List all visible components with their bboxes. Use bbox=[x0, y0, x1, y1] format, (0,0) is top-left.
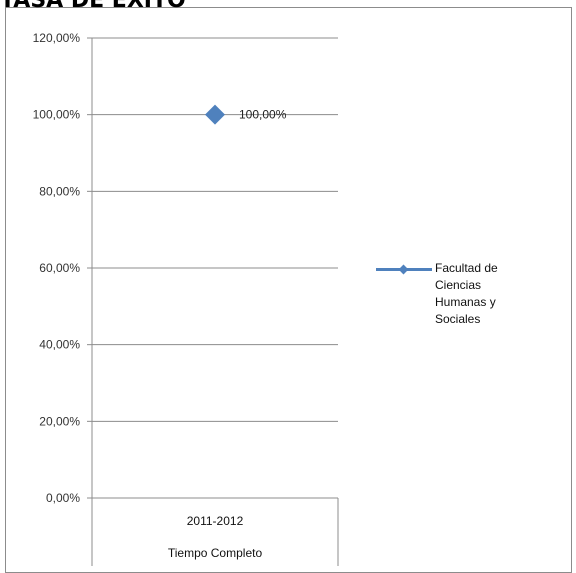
chart-title: TASA DE EXITO bbox=[0, 0, 186, 13]
y-tick-label: 60,00% bbox=[39, 261, 80, 275]
y-tick-label: 20,00% bbox=[39, 414, 80, 428]
y-tick-label: 100,00% bbox=[33, 108, 81, 122]
legend-swatch bbox=[376, 262, 432, 276]
legend-marker bbox=[398, 264, 409, 275]
legend: Facultad de Ciencias Humanas y Sociales bbox=[376, 261, 535, 328]
y-tick-label: 0,00% bbox=[46, 491, 80, 505]
x-group-label: Tiempo Completo bbox=[168, 546, 263, 560]
legend-label: Facultad de Ciencias Humanas y Sociales bbox=[435, 261, 498, 326]
x-category-label: 2011-2012 bbox=[187, 514, 244, 528]
y-tick-label: 40,00% bbox=[39, 338, 80, 352]
data-point-marker bbox=[205, 104, 225, 125]
data-label: 100,00% bbox=[239, 108, 287, 122]
y-tick-label: 120,00% bbox=[33, 31, 81, 45]
y-tick-label: 80,00% bbox=[39, 184, 80, 198]
